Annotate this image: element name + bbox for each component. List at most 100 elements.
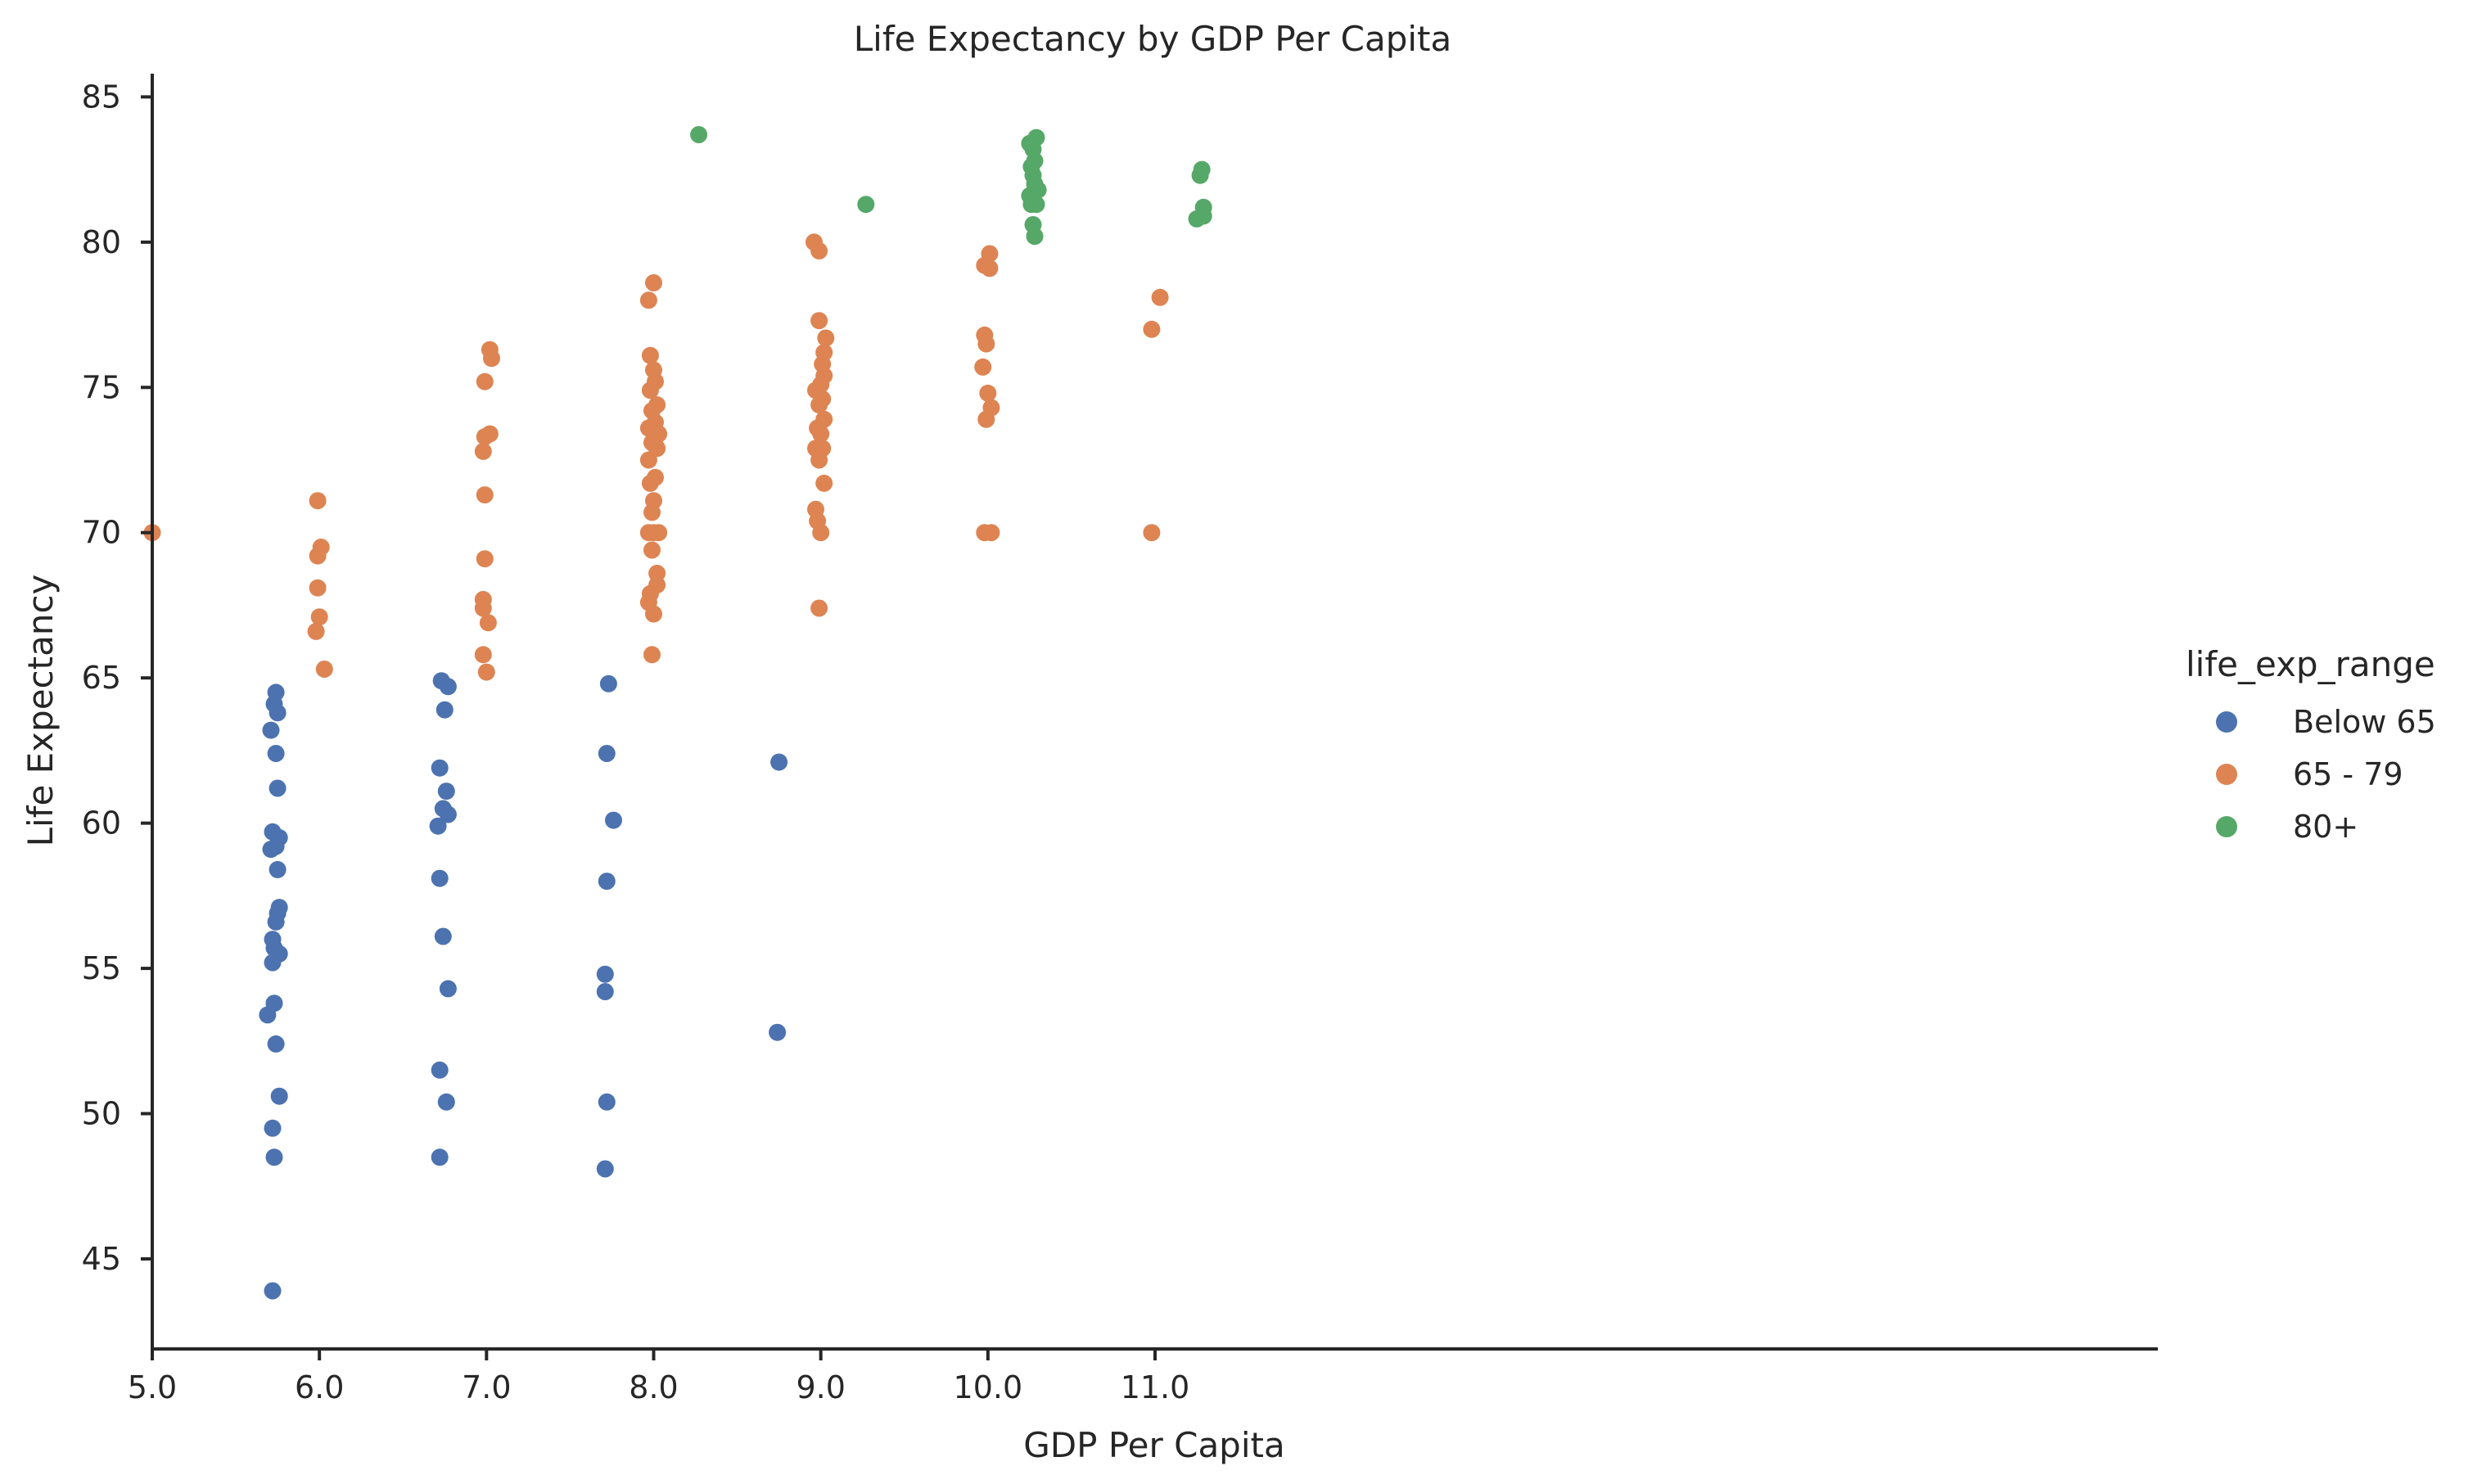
y-tick-label: 70	[82, 515, 121, 551]
point-below-65-25	[431, 1148, 449, 1166]
x-axis-label: GDP Per Capita	[1023, 1425, 1284, 1465]
point-below-65-21	[262, 721, 280, 739]
point-65-79-45	[645, 361, 662, 379]
legend-entry-80-plus: 80+	[2216, 809, 2358, 845]
legend-marker-65-79	[2216, 764, 2237, 785]
y-tick-label: 75	[82, 369, 121, 405]
point-65-79-83	[1143, 524, 1161, 542]
legend-title: life_exp_range	[2186, 644, 2435, 684]
x-tick-label: 7.0	[462, 1369, 511, 1405]
legend-marker-below-65	[2216, 711, 2237, 733]
point-65-79-67	[815, 344, 833, 362]
point-65-79-32	[645, 492, 662, 510]
y-tick-label: 60	[82, 805, 121, 841]
point-65-79-50	[810, 599, 828, 617]
point-below-65-19	[269, 779, 287, 797]
point-65-79-34	[647, 468, 664, 486]
point-below-65-27	[431, 1061, 449, 1079]
point-65-79-18	[476, 372, 494, 390]
point-65-79-14	[476, 486, 494, 504]
point-below-65-0	[264, 1282, 282, 1300]
point-65-79-12	[474, 590, 492, 608]
point-65-79-79	[976, 326, 994, 344]
point-65-79-85	[1151, 288, 1169, 306]
point-below-65-47	[769, 1023, 787, 1041]
point-below-65-6	[259, 1006, 277, 1024]
point-below-65-29	[434, 927, 452, 945]
point-65-79-13	[476, 550, 494, 568]
point-65-79-42	[648, 396, 666, 414]
y-tick-label: 45	[82, 1241, 121, 1277]
point-65-79-69	[810, 312, 828, 330]
point-below-65-24	[267, 683, 285, 701]
point-65-79-7	[309, 492, 327, 510]
point-below-65-4	[267, 1035, 285, 1053]
point-80-plus-3	[1024, 216, 1042, 233]
point-below-65-26	[437, 1093, 455, 1111]
point-65-79-75	[982, 399, 1000, 417]
point-65-79-15	[474, 442, 492, 460]
point-65-79-27	[643, 541, 661, 559]
point-65-79-17	[481, 425, 499, 443]
point-65-79-46	[641, 346, 659, 364]
legend-entry-65-79: 65 - 79	[2216, 756, 2403, 792]
point-below-65-3	[270, 1087, 288, 1105]
x-tick-label: 5.0	[128, 1369, 177, 1405]
point-65-79-53	[807, 500, 824, 518]
y-tick-label: 55	[82, 950, 121, 986]
y-tick-label: 65	[82, 660, 121, 696]
point-65-79-20	[481, 341, 499, 359]
point-below-65-41	[596, 983, 614, 1000]
point-65-79-68	[817, 329, 835, 347]
point-65-79-76	[979, 384, 997, 402]
point-below-65-1	[265, 1148, 283, 1166]
x-tick-label: 6.0	[295, 1369, 344, 1405]
point-65-79-30	[650, 524, 668, 542]
point-65-79-1	[315, 661, 333, 678]
point-80-plus-1	[857, 196, 875, 214]
point-below-65-45	[598, 745, 616, 762]
point-65-79-73	[982, 524, 1000, 542]
chart-title: Life Expectancy by GDP Per Capita	[854, 19, 1451, 59]
point-80-plus-17	[1194, 198, 1212, 216]
point-65-79-9	[474, 646, 492, 664]
point-below-65-39	[596, 1160, 614, 1178]
point-80-plus-14	[1027, 129, 1045, 147]
point-below-65-46	[599, 674, 617, 692]
point-65-79-8	[477, 663, 495, 681]
y-tick-label: 80	[82, 224, 121, 260]
point-below-65-10	[264, 931, 282, 949]
y-axis-ticks: 45 50 55 60 65 70 75 80 85	[82, 79, 152, 1277]
y-axis-label: Life Expectancy	[20, 575, 61, 847]
point-below-65-40	[598, 1093, 616, 1111]
point-65-79-10	[479, 614, 497, 632]
point-below-65-34	[437, 783, 455, 801]
point-65-79-2	[307, 622, 325, 640]
point-65-79-6	[312, 539, 330, 556]
point-65-79-21	[643, 646, 661, 664]
point-below-65-30	[431, 869, 449, 887]
point-below-65-43	[598, 873, 616, 891]
point-65-79-4	[309, 579, 327, 597]
point-65-79-82	[981, 245, 999, 263]
point-below-65-33	[439, 805, 457, 823]
point-below-65-28	[439, 980, 457, 998]
point-65-79-57	[807, 440, 824, 458]
points-layer	[143, 126, 1212, 1300]
point-below-65-14	[269, 860, 287, 878]
point-65-79-77	[974, 358, 992, 376]
point-65-79-24	[648, 564, 666, 582]
point-65-79-54	[815, 474, 833, 492]
series-below-65	[259, 672, 788, 1300]
y-tick-label: 85	[82, 79, 121, 115]
y-tick-label: 50	[82, 1096, 121, 1132]
point-below-65-20	[267, 745, 285, 762]
point-80-plus-0	[690, 126, 708, 143]
legend-label-below-65: Below 65	[2293, 704, 2436, 740]
series-65-79	[143, 233, 1169, 681]
point-below-65-36	[435, 701, 454, 719]
point-below-65-42	[596, 965, 614, 983]
point-below-65-44	[605, 811, 622, 829]
point-65-79-26	[641, 584, 659, 602]
